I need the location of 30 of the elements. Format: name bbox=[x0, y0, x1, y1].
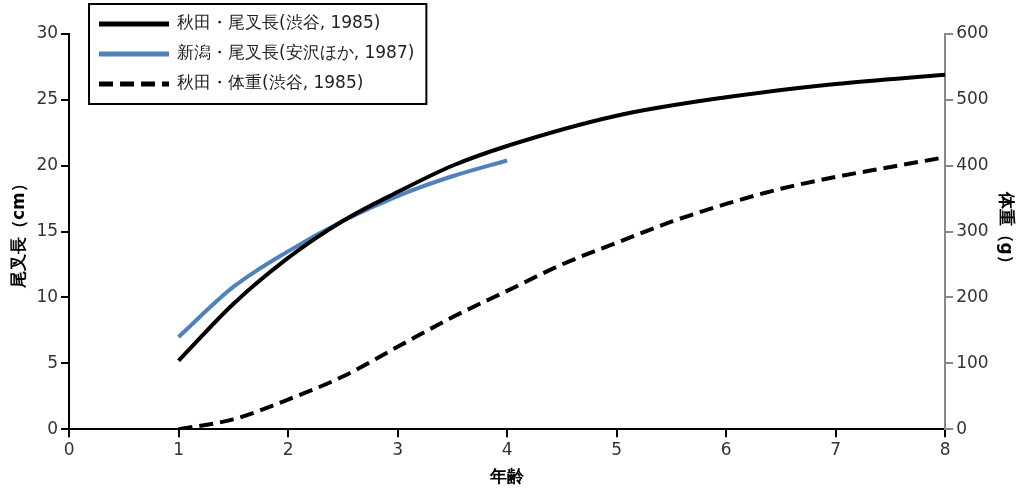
x-tick-label: 4 bbox=[501, 438, 513, 459]
x-axis-title: 年齢 bbox=[489, 466, 526, 487]
y-tick-label: 5 bbox=[47, 351, 59, 372]
y-tick-label: 20 bbox=[36, 154, 59, 175]
legend-label: 新潟・尾叉長(安沢ほか, 1987) bbox=[177, 42, 415, 63]
x-tick-label: 2 bbox=[282, 438, 294, 459]
y2-tick-label: 200 bbox=[956, 285, 989, 306]
line-series bbox=[176, 72, 946, 363]
x-tick-label: 0 bbox=[63, 438, 75, 459]
y-tick-label: 15 bbox=[36, 220, 59, 241]
y-tick-label: 25 bbox=[36, 88, 59, 109]
x-tick-label: 6 bbox=[720, 438, 732, 459]
x-tick-label: 5 bbox=[611, 438, 623, 459]
x-tick-label: 7 bbox=[830, 438, 842, 459]
y2-tick-label: 500 bbox=[956, 88, 989, 109]
y-axis-title: 尾叉長（cm） bbox=[7, 175, 28, 289]
y2-tick-label: 300 bbox=[956, 220, 989, 241]
x-tick-label: 8 bbox=[939, 438, 951, 459]
y2-tick-label: 400 bbox=[956, 154, 989, 175]
y-tick-label: 30 bbox=[36, 22, 59, 43]
y2-tick-label: 0 bbox=[956, 417, 967, 438]
x-tick-label: 1 bbox=[173, 438, 184, 459]
y2-axis-title: 体重（g） bbox=[997, 190, 1018, 272]
y2-tick-label: 600 bbox=[956, 22, 989, 43]
legend-label: 秋田・体重(渋谷, 1985) bbox=[177, 72, 364, 93]
y-tick-label: 10 bbox=[36, 285, 59, 306]
legend-label: 秋田・尾叉長(渋谷, 1985) bbox=[177, 12, 381, 33]
y-tick-label: 0 bbox=[47, 417, 59, 438]
x-tick-label: 3 bbox=[392, 438, 403, 459]
y2-tick-label: 100 bbox=[956, 351, 989, 372]
